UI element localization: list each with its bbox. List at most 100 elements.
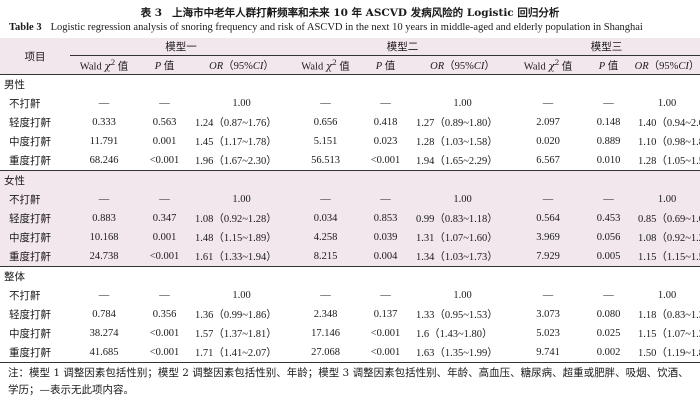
table-cell: — xyxy=(542,290,554,301)
table-cell: 8.215 xyxy=(292,247,359,267)
table-cell: 1.61（1.33~1.94） xyxy=(191,247,292,267)
table-cell: 1.00 xyxy=(232,98,251,109)
table-cell: 1.63（1.35~1.99） xyxy=(412,343,513,363)
table-cell: — xyxy=(583,190,634,209)
table-row: 重度打鼾 41.685 <0.001 1.71（1.41~2.07） 27.068 <0.… xyxy=(0,343,700,363)
table-cell: 0.853 xyxy=(359,209,412,228)
table-cell: <0.001 xyxy=(138,343,191,363)
table-cell: 1.00 xyxy=(191,190,292,209)
table-cell: 0.656 xyxy=(313,117,338,128)
table-cell: 0.004 xyxy=(359,247,412,267)
table-cell: <0.001 xyxy=(370,155,401,166)
table-cell: <0.001 xyxy=(149,328,180,339)
table-cell: 1.36（0.99~1.86） xyxy=(195,310,277,321)
table-cell: 0.080 xyxy=(596,309,621,320)
table-cell: — xyxy=(159,98,170,109)
table-cell: 0.453 xyxy=(583,209,634,228)
table-cell: 0.333 xyxy=(92,117,116,128)
table-cell: 11.791 xyxy=(89,136,119,147)
table-cell: — xyxy=(359,190,412,209)
table-cell: 1.71（1.41~2.07） xyxy=(191,343,292,363)
table-cell: 0.039 xyxy=(359,228,412,247)
table-cell: 1.08（0.92~1.28） xyxy=(634,228,700,247)
table-cell: 1.00 xyxy=(453,98,472,109)
section-label: 整体 xyxy=(0,266,700,286)
table-cell: 1.00 xyxy=(412,190,513,209)
header-row-statistics: Wald χ2 值 P 值 OR（95%CI） Wald χ2 值 P 值 OR… xyxy=(0,55,700,75)
table-row: 中度打鼾 11.791 0.001 1.45（1.17~1.78） 5.151 0.023… xyxy=(0,132,700,151)
table-cell: 4.258 xyxy=(292,228,359,247)
row-label: 不打鼾 xyxy=(9,99,41,110)
header-or-ci: OR（95%CI） xyxy=(634,55,700,75)
table-cell: 0.563 xyxy=(152,117,177,128)
header-wald-chi2: Wald χ2 值 xyxy=(513,55,583,75)
table-cell: — xyxy=(98,290,110,301)
table-cell: 3.969 xyxy=(513,228,583,247)
table-cell: 0.889 xyxy=(596,136,621,147)
table-cell: 0.137 xyxy=(373,309,398,320)
table-cell: 1.00 xyxy=(232,290,251,301)
row-label: 轻度打鼾 xyxy=(9,310,51,321)
row-label: 重度打鼾 xyxy=(0,247,70,267)
table-cell: 0.005 xyxy=(583,247,634,267)
table-cell: 1.27（0.89~1.80） xyxy=(416,118,498,129)
table-cell: 0.85（0.69~1.06） xyxy=(634,209,700,228)
table-cell: 0.025 xyxy=(596,328,621,339)
header-item: 项目 xyxy=(0,38,70,75)
table-cell: 0.034 xyxy=(292,209,359,228)
table-row: 轻度打鼾 0.883 0.347 1.08（0.92~1.28） 0.034 0.853 0… xyxy=(0,209,700,228)
table-cell: — xyxy=(138,190,191,209)
caption-english-number: Table 3 xyxy=(9,22,42,33)
table-cell: 1.00 xyxy=(657,98,677,109)
table-cell: 9.741 xyxy=(513,343,583,363)
table-cell: 38.274 xyxy=(89,328,119,339)
table-cell: 56.513 xyxy=(311,155,340,166)
table-cell: 7.929 xyxy=(513,247,583,267)
table-cell: 1.50（1.19~1.88） xyxy=(634,343,700,363)
table-cell: 1.10（0.98~1.82） xyxy=(638,137,700,148)
table-row: 不打鼾 — —1.00— —1.00— —1.00 xyxy=(0,94,700,113)
table-cell: 0.148 xyxy=(596,117,621,128)
header-wald-chi2: Wald χ2 值 xyxy=(292,55,359,75)
table-cell: — xyxy=(380,290,391,301)
table-row: 重度打鼾 68.246 <0.001 1.96（1.67~2.30） 56.513 <0.… xyxy=(0,151,700,171)
header-p-value: P 值 xyxy=(138,55,191,75)
section-label: 男性 xyxy=(4,80,25,91)
table-cell: 0.356 xyxy=(152,309,177,320)
table-row: 不打鼾 — —1.00— —1.00— —1.00 xyxy=(0,190,700,209)
header-or-ci: OR（95%CI） xyxy=(412,55,513,75)
table-row: 不打鼾 — —1.00— —1.00— —1.00 xyxy=(0,286,700,305)
table-cell: 24.738 xyxy=(70,247,138,267)
table-cell: — xyxy=(320,98,331,109)
table-cell: 1.08（0.92~1.28） xyxy=(191,209,292,228)
header-p-value: P 值 xyxy=(583,55,634,75)
caption-chinese: 表 3 上海市中老年人群打鼾频率和未来 10 年 ASCVD 发病风险的 Logi… xyxy=(0,5,700,20)
table-cell: — xyxy=(380,98,391,109)
table-cell: — xyxy=(542,98,554,109)
table-cell: 1.94（1.65~2.29） xyxy=(416,156,498,167)
section-label: 女性 xyxy=(0,170,700,190)
header-wald-chi2: Wald χ2 值 xyxy=(70,55,138,75)
caption-chinese-title: 上海市中老年人群打鼾频率和未来 10 年 ASCVD 发病风险的 Logisti… xyxy=(172,7,560,19)
header-model-1: 模型一 xyxy=(70,38,292,56)
table-cell: 1.31（1.07~1.60） xyxy=(412,228,513,247)
table-cell: 0.418 xyxy=(373,117,398,128)
table-cell: 68.246 xyxy=(89,155,119,166)
table-cell: 5.023 xyxy=(536,328,560,339)
header-p-value: P 值 xyxy=(359,55,412,75)
table-cell: 1.96（1.67~2.30） xyxy=(195,156,277,167)
table-cell: 1.28（1.03~1.58） xyxy=(416,137,498,148)
table-cell: 6.567 xyxy=(536,155,560,166)
table-cell: 0.023 xyxy=(373,136,398,147)
table-cell: <0.001 xyxy=(359,343,412,363)
row-label: 重度打鼾 xyxy=(9,156,51,167)
table-cell: 1.28（1.05~1.56） xyxy=(638,156,700,167)
table-cell: 1.00 xyxy=(657,290,677,301)
row-label: 中度打鼾 xyxy=(0,228,70,247)
table-cell: 0.010 xyxy=(596,155,621,166)
table-cell: 1.15（1.07~1.37） xyxy=(638,329,700,340)
row-label: 不打鼾 xyxy=(9,291,41,302)
table-cell: 27.068 xyxy=(292,343,359,363)
table-row: 重度打鼾 24.738 <0.001 1.61（1.33~1.94） 8.215 0.00… xyxy=(0,247,700,267)
